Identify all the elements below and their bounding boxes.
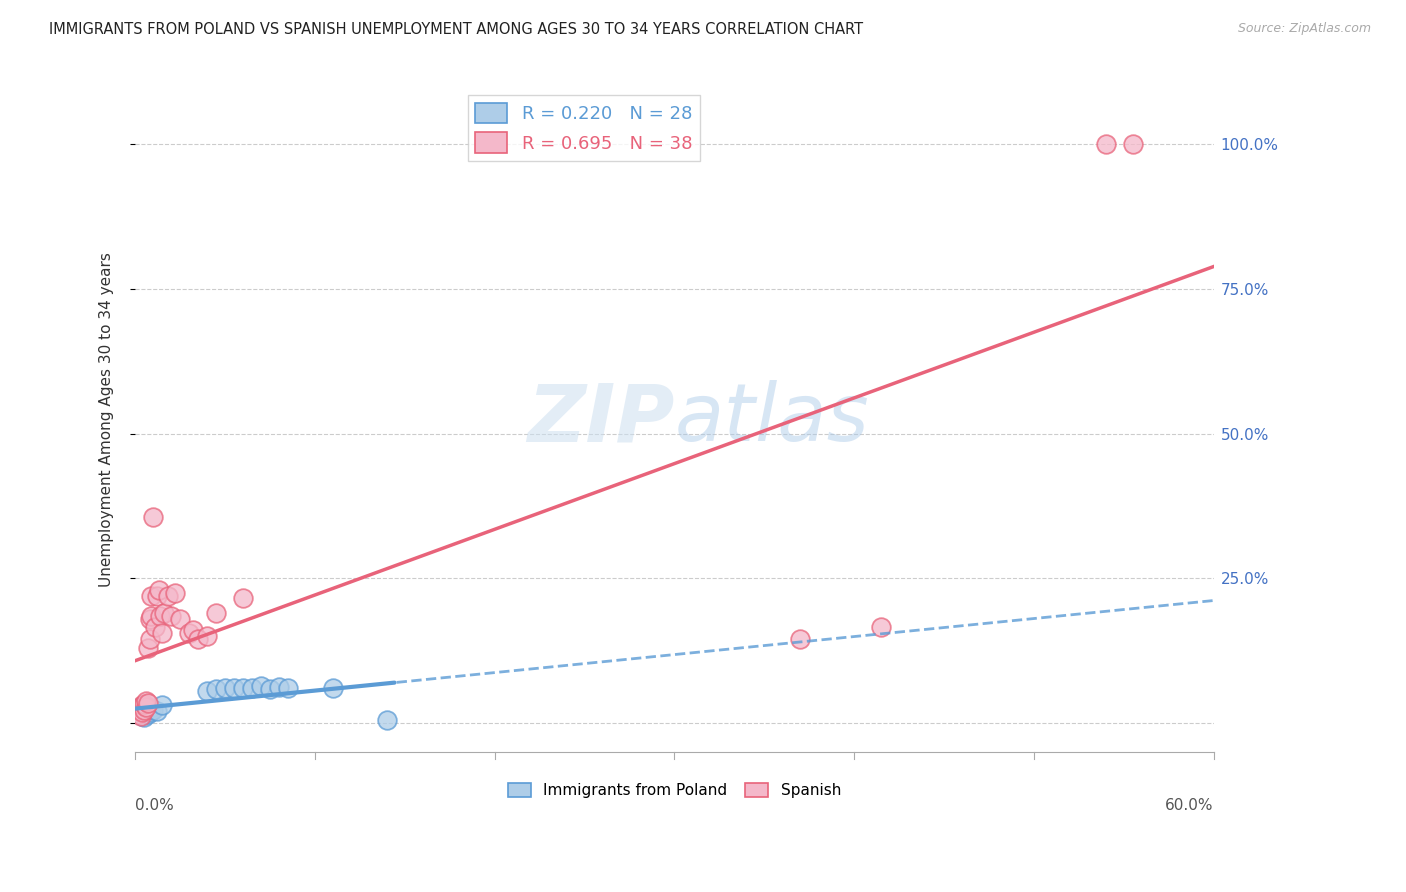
Point [136,640,159,655]
Legend: Immigrants from Poland, Spanish: Immigrants from Poland, Spanish [502,777,846,804]
Point [129,706,152,720]
Point [135,694,157,708]
Text: ZIP: ZIP [527,380,675,458]
Point [125,704,148,718]
Point [156,589,179,603]
Point [789,632,811,646]
Point [277,681,299,695]
Point [150,698,173,713]
Point [134,698,156,712]
Point [138,706,160,720]
Point [131,706,153,720]
Point [141,589,163,603]
Point [150,626,173,640]
Point [134,703,156,717]
Text: atlas: atlas [675,380,869,458]
Point [250,680,273,694]
Point [870,620,893,634]
Point [138,612,160,626]
Y-axis label: Unemployment Among Ages 30 to 34 years: Unemployment Among Ages 30 to 34 years [100,252,114,587]
Point [141,701,163,715]
Point [145,704,167,718]
Point [148,582,170,597]
Point [375,713,398,727]
Point [149,608,172,623]
Point [134,710,156,724]
Point [267,680,290,694]
Point [136,707,159,722]
Point [125,704,148,718]
Point [136,696,159,710]
Point [240,681,263,695]
Point [181,624,204,638]
Point [187,632,209,646]
Point [153,606,176,620]
Point [259,682,281,697]
Point [135,704,157,718]
Point [128,703,150,717]
Point [131,703,153,717]
Point [142,703,165,717]
Point [138,632,160,646]
Point [129,709,152,723]
Point [232,591,254,606]
Point [163,585,186,599]
Point [129,701,152,715]
Point [129,699,152,714]
Point [169,612,191,626]
Point [135,699,157,714]
Point [143,620,166,634]
Point [222,681,245,695]
Point [128,701,150,715]
Point [1122,137,1144,152]
Point [128,707,150,722]
Text: IMMIGRANTS FROM POLAND VS SPANISH UNEMPLOYMENT AMONG AGES 30 TO 34 YEARS CORRELA: IMMIGRANTS FROM POLAND VS SPANISH UNEMPL… [49,22,863,37]
Point [322,681,344,695]
Point [160,608,183,623]
Point [1094,137,1116,152]
Point [145,589,167,603]
Point [205,682,228,697]
Text: 60.0%: 60.0% [1166,798,1213,814]
Point [205,606,228,620]
Point [128,707,150,722]
Point [214,681,236,695]
Point [131,698,153,713]
Point [131,709,153,723]
Text: 0.0%: 0.0% [135,798,174,814]
Point [134,698,156,713]
Point [232,681,254,695]
Point [142,510,165,524]
Point [195,684,218,698]
Point [141,608,163,623]
Point [179,626,201,640]
Text: Source: ZipAtlas.com: Source: ZipAtlas.com [1237,22,1371,36]
Point [195,629,218,643]
